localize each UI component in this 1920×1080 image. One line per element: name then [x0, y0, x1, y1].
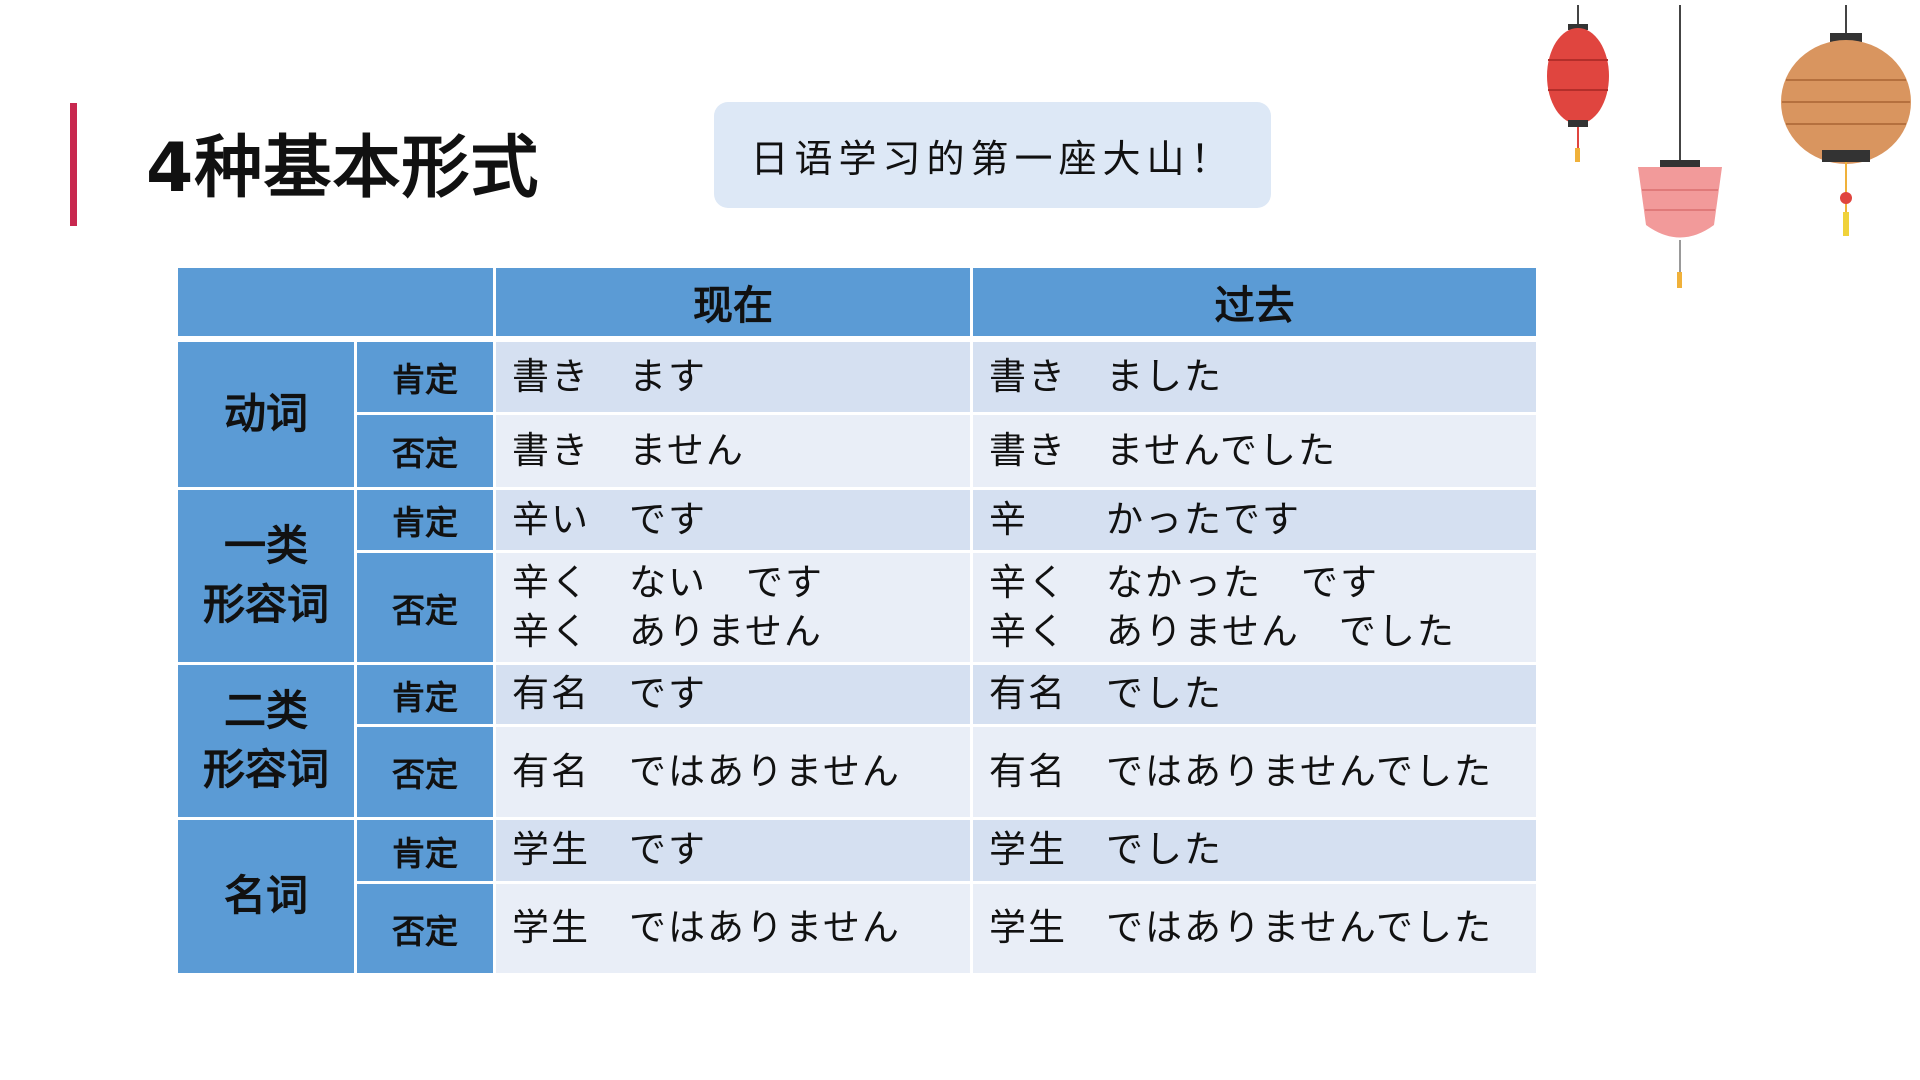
present-cell: 書き ます: [496, 342, 973, 415]
header-blank: [178, 268, 496, 342]
present-cell: 辛い です: [496, 490, 973, 553]
red-lantern-icon: [1547, 5, 1609, 162]
past-cell: 辛 かったです: [973, 490, 1536, 553]
page-title: 4种基本形式: [146, 129, 540, 208]
label-affirmative: 肯定: [357, 820, 496, 884]
label-negative: 否定: [357, 727, 496, 820]
present-cell: 有名 です: [496, 665, 973, 727]
table-row: 否定 学生 ではありません 学生 ではありませんでした: [178, 884, 1536, 976]
past-cell: 有名 ではありませんでした: [973, 727, 1536, 820]
header-present: 现在: [496, 268, 973, 342]
table-row: 一类 形容词 肯定 辛い です 辛 かったです: [178, 490, 1536, 665]
past-cell: 書き ませんでした: [973, 415, 1536, 490]
present-cell: 有名 ではありません: [496, 727, 973, 820]
present-cell: 学生 ではありません: [496, 884, 973, 976]
table-row: 名词 肯定 学生 です 学生 でした: [178, 820, 1536, 976]
label-negative: 否定: [357, 553, 496, 665]
label-affirmative: 肯定: [357, 490, 496, 553]
subtitle-bubble: 日语学习的第一座大山！: [714, 102, 1271, 208]
label-affirmative: 肯定: [357, 342, 496, 415]
label-negative: 否定: [357, 415, 496, 490]
conjugation-table: 现在 过去 动词 肯定 書き ます 書き ました 否定 書き ません 書き ませ…: [178, 268, 1536, 976]
table-row: 二类 形容词 肯定 有名 です 有名 でした: [178, 665, 1536, 820]
table-row: 否定 書き ません 書き ませんでした: [178, 415, 1536, 490]
category-i-adjective: 一类 形容词: [178, 490, 357, 665]
past-cell: 学生 でした: [973, 820, 1536, 884]
past-cell: 有名 でした: [973, 665, 1536, 727]
present-cell: 辛く ない です 辛く ありません: [496, 553, 973, 665]
past-cell: 書き ました: [973, 342, 1536, 415]
pink-lantern-icon: [1638, 5, 1722, 288]
present-cell: 学生 です: [496, 820, 973, 884]
table-row: 否定 辛く ない です 辛く ありません 辛く なかった です 辛く ありません…: [178, 553, 1536, 665]
header-past: 过去: [973, 268, 1536, 342]
table-header-row: 现在 过去: [178, 268, 1536, 342]
label-negative: 否定: [357, 884, 496, 976]
past-cell: 辛く なかった です 辛く ありません でした: [973, 553, 1536, 665]
present-cell: 書き ません: [496, 415, 973, 490]
table-row: 动词 肯定 書き ます 書き ました: [178, 342, 1536, 490]
table-row: 否定 有名 ではありません 有名 ではありませんでした: [178, 727, 1536, 820]
past-cell: 学生 ではありませんでした: [973, 884, 1536, 976]
category-na-adjective: 二类 形容词: [178, 665, 357, 820]
subtitle: 日语学习的第一座大山！: [750, 136, 1235, 181]
category-noun: 名词: [178, 820, 357, 976]
accent-bar: [70, 103, 77, 226]
category-verb: 动词: [178, 342, 357, 490]
label-affirmative: 肯定: [357, 665, 496, 727]
orange-lantern-icon: [1781, 5, 1911, 236]
lanterns-decoration: [1547, 5, 1911, 288]
